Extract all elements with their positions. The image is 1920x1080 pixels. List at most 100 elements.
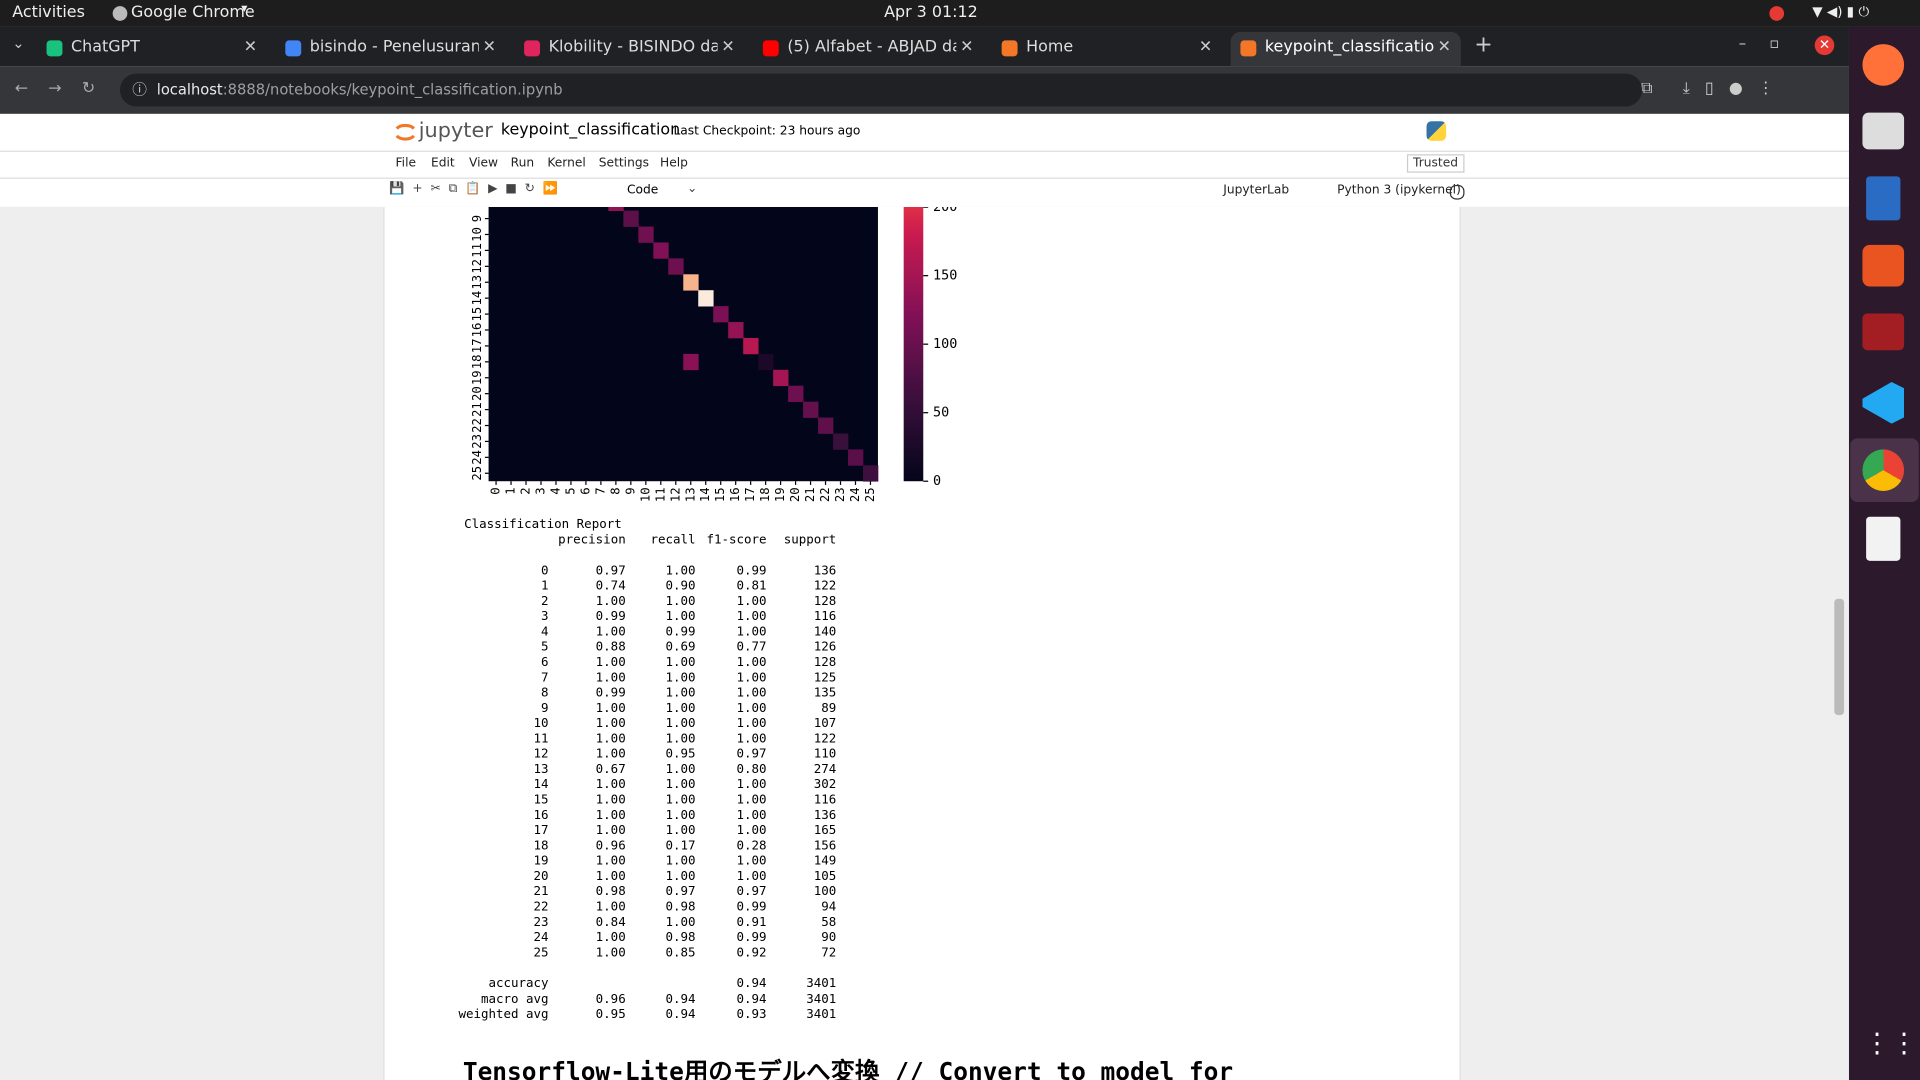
report-cell: accuracy	[489, 975, 550, 990]
report-cell: 0.80	[736, 761, 766, 776]
report-cell: 1.00	[736, 593, 766, 608]
tab[interactable]: bisindo - Penelusuran Go✕	[276, 32, 506, 66]
heatmap-cell	[608, 206, 624, 211]
report-cell: 1.00	[596, 898, 626, 913]
report-cell: 1.00	[596, 700, 626, 715]
tab-title: Klobility - BISINDO dan S	[548, 37, 718, 57]
vscode[interactable]	[1862, 382, 1905, 424]
omnibox[interactable]: ⓘ localhost:8888/notebooks/keypoint_clas…	[120, 73, 1643, 107]
menu-item[interactable]: Kernel	[547, 156, 586, 171]
report-cell: 0	[541, 562, 549, 577]
menu-item[interactable]: View	[468, 156, 499, 171]
notebook-name[interactable]: keypoint_classification	[500, 121, 681, 140]
y-tick-label: 24	[470, 450, 484, 465]
tab[interactable]: Home ✕	[992, 32, 1222, 66]
y-tick-label: 11	[470, 243, 484, 258]
report-cell: macro avg	[481, 991, 549, 1006]
tab-close[interactable]: ✕	[1198, 37, 1213, 57]
menu-item[interactable]: Help	[660, 156, 688, 171]
terminal-app[interactable]	[1862, 313, 1905, 351]
report-cell: 3401	[806, 991, 836, 1006]
report-cell: 0.84	[596, 914, 626, 929]
report-cell: 7	[541, 669, 549, 684]
tab[interactable]: ChatGPT ✕	[37, 32, 267, 66]
info-icon: ⓘ	[132, 80, 147, 98]
menu-item[interactable]: Run	[510, 156, 535, 171]
report-cell: 16	[534, 807, 549, 822]
kernel-name[interactable]: Python 3 (ipykernel)	[1337, 183, 1461, 198]
menu-item[interactable]: File	[395, 156, 417, 171]
cell-type[interactable]: Code	[626, 183, 659, 198]
software[interactable]	[1862, 244, 1905, 287]
chrome[interactable]	[1862, 449, 1905, 492]
report-cell: 100	[814, 883, 837, 898]
new-tab[interactable]: +	[1474, 31, 1493, 58]
output: 0011223344556677889910101111121213131414…	[458, 206, 1233, 1080]
x-tick-label: 5	[563, 487, 577, 494]
tab-icon	[285, 40, 302, 57]
x-tick-label: 25	[863, 487, 877, 502]
tab-close[interactable]: ✕	[721, 37, 735, 57]
clock[interactable]: Apr 3 01:12	[884, 3, 978, 23]
text-editor[interactable]	[1866, 516, 1901, 561]
status-icons[interactable]: ▼ ◀) ▮ ⏻	[1812, 3, 1870, 20]
report-cell: 0.90	[665, 578, 695, 593]
report-cell: 6	[541, 654, 549, 669]
activities[interactable]: Activities	[12, 3, 85, 23]
app-grid[interactable]: ⋮⋮⋮	[1863, 1028, 1920, 1060]
tab[interactable]: keypoint_classification ✕	[1230, 31, 1461, 67]
report-cell: 17	[534, 822, 549, 837]
window-controls[interactable]: – ▫	[1738, 34, 1780, 52]
jupyter-logo[interactable]: jupyter	[418, 118, 493, 144]
report-cell: 18	[534, 837, 549, 852]
report-cell: 0.98	[665, 898, 695, 913]
y-tick-label: 12	[470, 259, 484, 274]
report-cell: 1.00	[596, 593, 626, 608]
tab[interactable]: (5) Alfabet - ABJAD dalam✕	[753, 32, 983, 66]
report-cell: weighted avg	[458, 1006, 548, 1021]
firefox[interactable]	[1862, 44, 1905, 86]
url-path: :8888/notebooks/keypoint_classification.…	[222, 80, 563, 98]
report-cell: 1.00	[665, 700, 695, 715]
tab-close[interactable]: ✕	[482, 37, 496, 57]
x-tick-label: 3	[533, 487, 547, 494]
nav-buttons[interactable]: ← → ↻	[14, 79, 96, 98]
report-cell: 24	[534, 929, 549, 944]
y-tick-label: 16	[470, 323, 484, 338]
tab-close[interactable]: ✕	[243, 37, 258, 57]
tab-close[interactable]: ✕	[1437, 37, 1452, 57]
report-cell: 0.98	[596, 883, 626, 898]
close-window[interactable]: ✕	[1814, 35, 1835, 56]
files[interactable]	[1862, 112, 1905, 150]
report-cell: 25	[534, 944, 549, 959]
report-cell: 1.00	[665, 562, 695, 577]
y-tick-label: 15	[470, 307, 484, 322]
tab-close[interactable]: ✕	[960, 37, 974, 57]
report-cell: 19	[534, 853, 549, 868]
trusted[interactable]: Trusted	[1406, 154, 1465, 173]
scrollbar[interactable]	[1834, 598, 1845, 716]
report-cell: 1.00	[736, 807, 766, 822]
tab[interactable]: Klobility - BISINDO dan S✕	[514, 32, 744, 66]
x-tick-label: 18	[758, 487, 772, 502]
menu-item[interactable]: Settings	[598, 156, 649, 171]
writer[interactable]	[1866, 176, 1901, 221]
tab-icon	[762, 40, 779, 57]
tab-icon	[1001, 40, 1018, 57]
report-cell: 165	[814, 822, 837, 837]
tab-search[interactable]: ⌄	[12, 34, 25, 52]
report-cell: 156	[814, 837, 837, 852]
report-cell: 58	[821, 914, 836, 929]
report-cell: 0.98	[665, 929, 695, 944]
jupyterlab-link[interactable]: JupyterLab	[1223, 183, 1290, 198]
app-menu[interactable]: Google Chrome	[131, 3, 255, 23]
heatmap-cell	[668, 258, 684, 275]
report-cell: 4	[541, 623, 549, 638]
report-cell: 0.85	[665, 944, 695, 959]
report-cell: 136	[814, 807, 837, 822]
report-cell: 23	[534, 914, 549, 929]
report-cell: 0.97	[736, 883, 766, 898]
colorbar-tick-label: 100	[933, 337, 957, 352]
toolbar-icons[interactable]: 💾 + ✂ ⧉ 📋 ▶ ■ ↻ ⏩	[389, 182, 558, 196]
menu-item[interactable]: Edit	[431, 156, 455, 171]
